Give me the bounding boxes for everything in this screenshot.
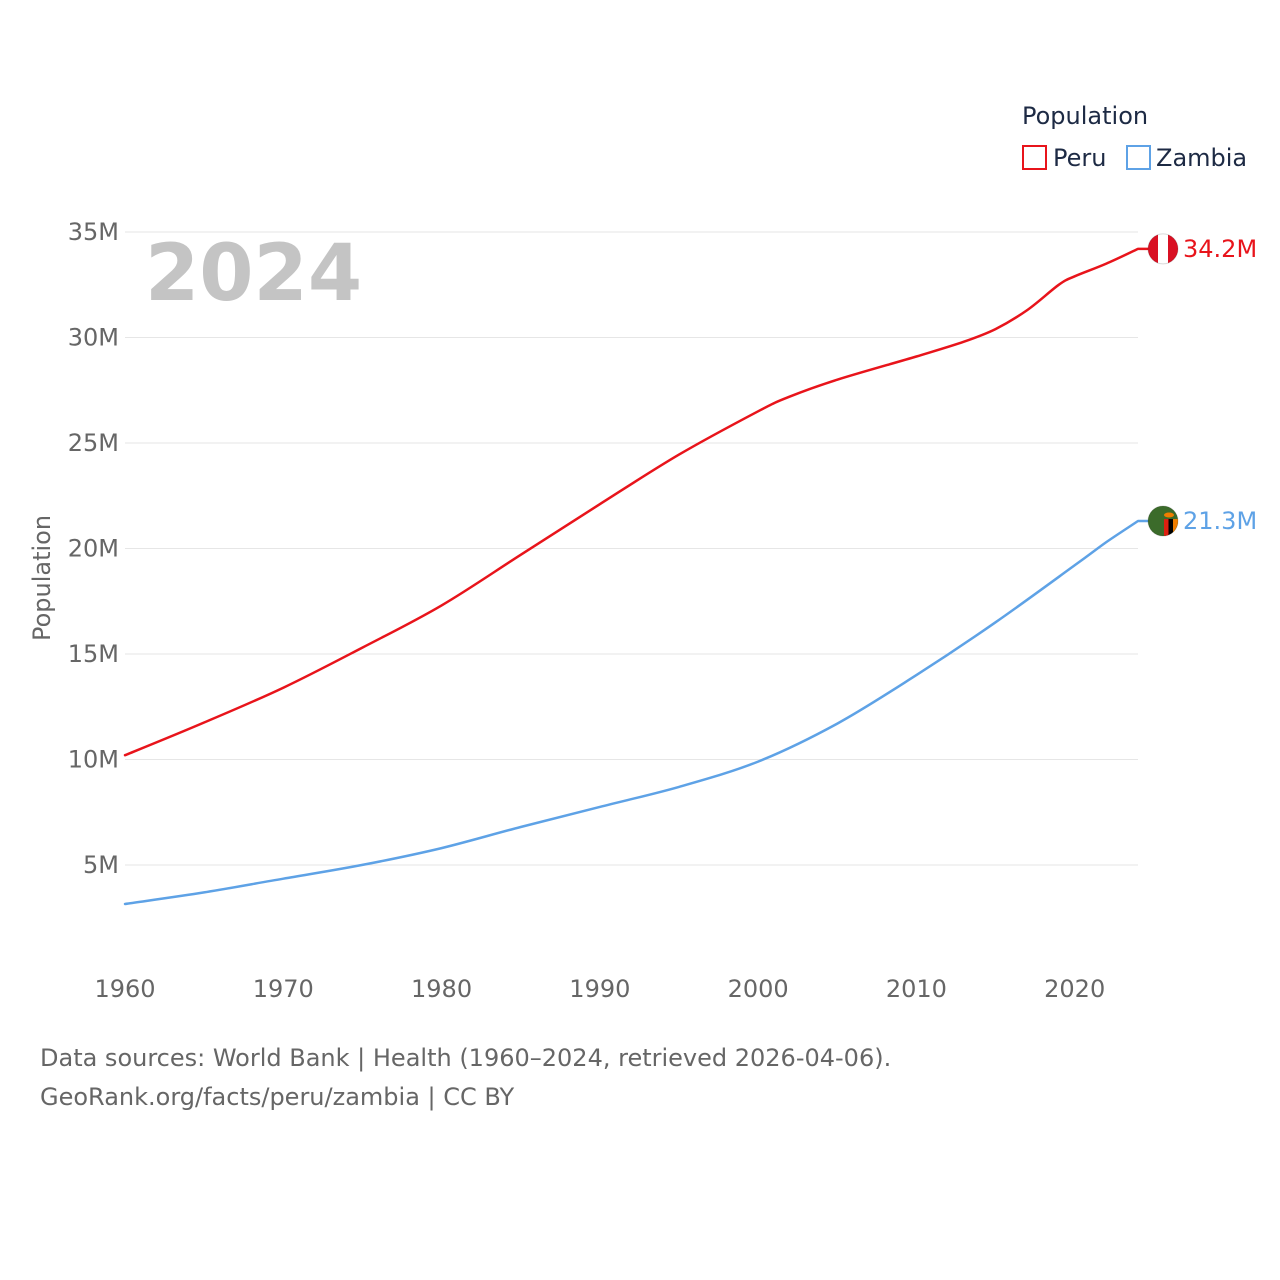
x-tick-label: 2000	[728, 975, 789, 1003]
end-value-label-peru: 34.2M	[1183, 235, 1257, 263]
legend-label-zambia: Zambia	[1156, 144, 1247, 172]
zambia-flag-icon	[1147, 505, 1179, 537]
y-tick-label: 30M	[68, 323, 119, 351]
series-lines	[123, 247, 1151, 906]
legend-swatch-peru	[1022, 145, 1047, 170]
y-tick-label: 20M	[68, 534, 119, 562]
series-line-zambia	[123, 519, 1151, 906]
legend-title: Population	[1022, 102, 1148, 130]
x-tick-label: 1970	[253, 975, 314, 1003]
x-tick-label: 1980	[411, 975, 472, 1003]
y-axis-ticks: 5M 10M 15M 20M 25M 30M 35M	[68, 218, 119, 879]
y-tick-label: 25M	[68, 429, 119, 457]
y-tick-label: 5M	[83, 851, 119, 879]
y-tick-label: 35M	[68, 218, 119, 246]
x-tick-label: 2010	[886, 975, 947, 1003]
y-tick-label: 15M	[68, 640, 119, 668]
end-markers: 34.2M 21.3M	[1147, 233, 1257, 537]
attribution-note: GeoRank.org/facts/peru/zambia | CC BY	[40, 1083, 515, 1111]
data-sources-note: Data sources: World Bank | Health (1960–…	[40, 1044, 892, 1072]
y-tick-label: 10M	[68, 745, 119, 773]
x-tick-label: 1960	[94, 975, 155, 1003]
x-axis-ticks: 1960 1970 1980 1990 2000 2010 2020	[94, 975, 1105, 1003]
legend-swatch-zambia	[1126, 145, 1151, 170]
gridlines	[125, 231, 1138, 866]
end-value-label-zambia: 21.3M	[1183, 507, 1257, 535]
x-tick-label: 1990	[569, 975, 630, 1003]
legend: Population Peru Zambia	[1022, 102, 1247, 172]
legend-item-peru[interactable]: Peru	[1022, 144, 1106, 172]
legend-item-zambia[interactable]: Zambia	[1126, 144, 1247, 172]
legend-label-peru: Peru	[1053, 144, 1106, 172]
series-line-peru	[123, 247, 1151, 757]
year-watermark: 2024	[145, 229, 362, 319]
y-axis-title: Population	[28, 515, 56, 641]
x-tick-label: 2020	[1044, 975, 1105, 1003]
peru-flag-icon	[1147, 233, 1179, 265]
